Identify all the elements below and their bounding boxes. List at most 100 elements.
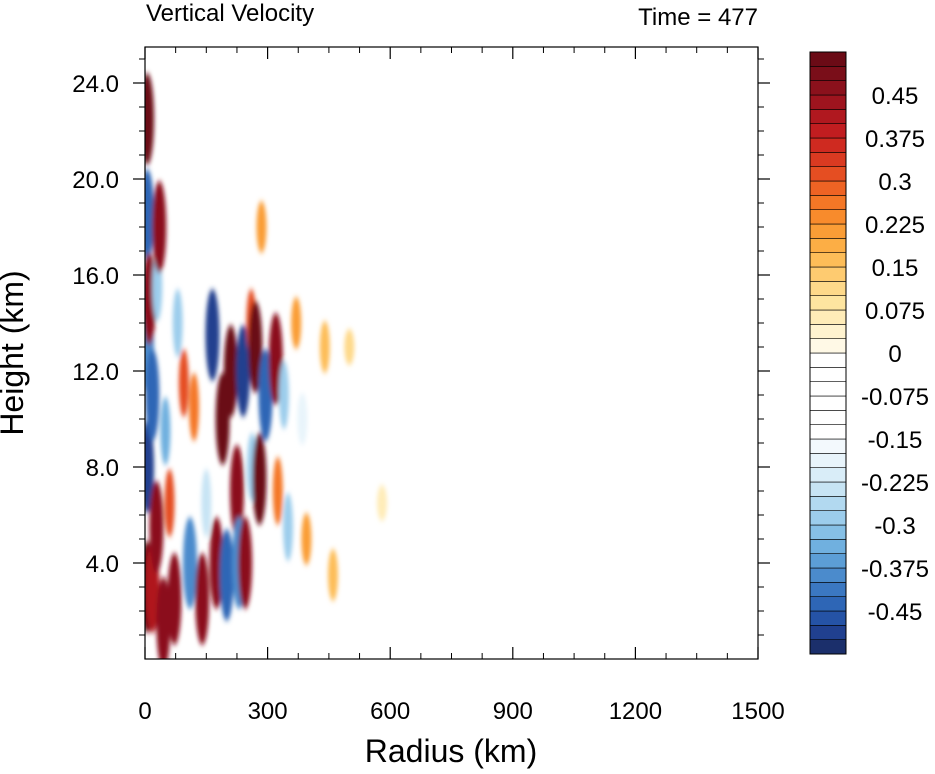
colorbar-box-36 xyxy=(809,123,847,139)
colorbar-box-41 xyxy=(809,51,847,67)
colorbar-box-26 xyxy=(809,266,847,282)
colorbar: 0.45 0.375 0.3 0.225 0.15 0.075 0 -0.075 -0.15 -0… xyxy=(809,51,929,655)
field-cell-50 xyxy=(434,377,445,413)
field-cell-51 xyxy=(581,389,592,425)
x-tick-label-4: 1200 xyxy=(609,698,662,725)
colorbar-box-9 xyxy=(809,510,847,526)
velocity-field xyxy=(145,73,592,659)
colorbar-box-21 xyxy=(809,338,847,354)
field-cell-44 xyxy=(321,489,332,541)
field-cell-43 xyxy=(319,321,330,373)
field-cell-42 xyxy=(301,513,312,565)
y-axis: 4.0 8.0 12.0 16.0 20.0 24.0 xyxy=(72,58,770,636)
colorbar-box-28 xyxy=(809,238,847,253)
colorbar-box-2 xyxy=(809,610,847,626)
x-axis-label: Radius (km) xyxy=(365,733,537,769)
field-cell-49 xyxy=(405,329,416,365)
x-tick-label-2: 600 xyxy=(370,698,410,725)
colorbar-label-5: 0.075 xyxy=(865,298,925,325)
colorbar-box-3 xyxy=(809,596,847,612)
colorbar-label-2: 0.3 xyxy=(878,169,911,196)
colorbar-box-30 xyxy=(809,209,847,225)
field-cell-25 xyxy=(223,325,238,417)
colorbar-box-29 xyxy=(809,223,847,239)
x-tick-label-3: 900 xyxy=(493,698,533,725)
chart-subtitle: Time = 477 xyxy=(638,4,758,31)
y-tick-label-3: 16.0 xyxy=(72,263,119,290)
y-tick-label-4: 20.0 xyxy=(72,167,119,194)
colorbar-box-4 xyxy=(809,582,847,597)
colorbar-box-32 xyxy=(809,180,847,196)
field-cell-33 xyxy=(252,433,267,525)
field-cell-4 xyxy=(145,73,155,165)
x-tick-label-0: 0 xyxy=(138,698,151,725)
field-cell-36 xyxy=(268,313,283,405)
colorbar-box-16 xyxy=(809,410,847,425)
colorbar-label-1: 0.375 xyxy=(865,126,925,153)
colorbar-box-23 xyxy=(809,309,847,325)
field-cell-38 xyxy=(278,361,289,429)
field-cell-21 xyxy=(205,289,220,381)
field-cell-41 xyxy=(297,393,308,445)
colorbar-box-27 xyxy=(809,252,847,268)
field-cell-20 xyxy=(201,469,212,537)
field-cell-14 xyxy=(167,553,182,645)
field-cell-8 xyxy=(149,481,164,573)
colorbar-box-34 xyxy=(809,152,847,167)
field-cell-46 xyxy=(344,329,355,365)
colorbar-box-7 xyxy=(809,539,847,554)
colorbar-box-18 xyxy=(809,381,847,397)
field-cell-10 xyxy=(152,181,167,273)
field-cell-24 xyxy=(219,529,234,621)
colorbar-label-6: 0 xyxy=(888,341,901,368)
field-cell-12 xyxy=(160,397,171,465)
field-cell-18 xyxy=(189,373,200,441)
field-cell-6 xyxy=(145,349,160,441)
y-tick-label-2: 12.0 xyxy=(72,359,119,386)
field-cell-26 xyxy=(229,445,244,537)
field-cell-3 xyxy=(145,169,155,261)
colorbar-label-3: 0.225 xyxy=(865,212,925,239)
y-tick-label-0: 4.0 xyxy=(86,551,119,578)
colorbar-box-31 xyxy=(809,195,847,210)
field-cell-11 xyxy=(156,577,171,659)
colorbar-box-35 xyxy=(809,137,847,153)
field-cell-45 xyxy=(327,549,338,601)
field-cell-1 xyxy=(145,421,155,513)
field-cell-17 xyxy=(182,517,197,609)
colorbar-label-11: -0.375 xyxy=(861,556,929,583)
field-cell-34 xyxy=(256,201,267,253)
colorbar-box-38 xyxy=(809,94,847,110)
colorbar-box-17 xyxy=(809,395,847,411)
colorbar-box-5 xyxy=(809,567,847,583)
colorbar-box-37 xyxy=(809,109,847,124)
colorbar-box-13 xyxy=(809,453,847,468)
colorbar-box-33 xyxy=(809,166,847,182)
colorbar-box-22 xyxy=(809,324,847,339)
field-cell-19 xyxy=(195,553,210,645)
colorbar-box-39 xyxy=(809,80,847,96)
colorbar-label-9: -0.225 xyxy=(861,470,929,497)
x-tick-label-1: 300 xyxy=(248,698,288,725)
colorbar-label-10: -0.3 xyxy=(874,513,915,540)
colorbar-box-11 xyxy=(809,481,847,497)
colorbar-box-25 xyxy=(809,281,847,296)
chart-title: Vertical Velocity xyxy=(146,0,314,27)
colorbar-label-8: -0.15 xyxy=(868,427,923,454)
field-cell-13 xyxy=(164,469,175,537)
colorbar-box-19 xyxy=(809,367,847,382)
colorbar-box-20 xyxy=(809,352,847,368)
colorbar-box-12 xyxy=(809,467,847,483)
colorbar-box-10 xyxy=(809,496,847,511)
colorbar-box-40 xyxy=(809,66,847,81)
field-cell-15 xyxy=(172,289,183,357)
colorbar-label-0: 0.45 xyxy=(872,83,919,110)
colorbar-box-0 xyxy=(809,639,847,655)
x-axis: 0 300 600 900 1200 1500 xyxy=(138,47,785,725)
field-cell-47 xyxy=(352,437,363,473)
colorbar-box-6 xyxy=(809,553,847,569)
colorbar-label-12: -0.45 xyxy=(868,599,923,626)
y-axis-label: Height (km) xyxy=(0,270,30,435)
field-cell-32 xyxy=(248,301,263,393)
field-cell-16 xyxy=(178,349,189,417)
